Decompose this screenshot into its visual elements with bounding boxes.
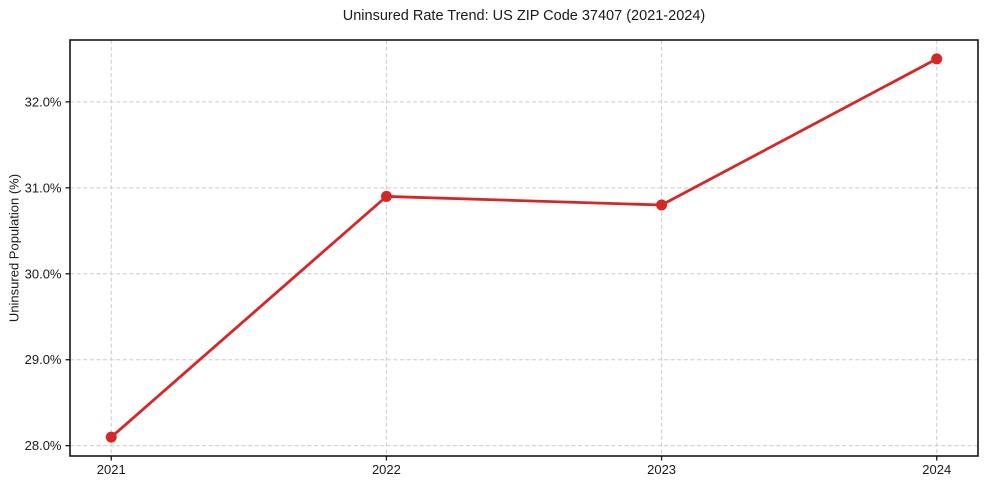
x-tick-label: 2023 (647, 462, 676, 477)
x-tick-label: 2024 (922, 462, 951, 477)
trend-line (109, 57, 939, 439)
y-tick-label: 29.0% (25, 352, 62, 367)
data-point-marker (656, 199, 668, 211)
data-point-marker (380, 190, 392, 202)
y-tick-label: 28.0% (25, 438, 62, 453)
chart-title: Uninsured Rate Trend: US ZIP Code 37407 … (342, 8, 706, 24)
y-tick-label: 31.0% (25, 180, 62, 195)
axes-border (69, 39, 979, 457)
y-tick-label: 30.0% (25, 266, 62, 281)
x-tick-label: 2021 (97, 462, 126, 477)
data-point-marker (931, 53, 943, 65)
y-tick-label: 32.0% (25, 94, 62, 109)
x-tick-label: 2022 (372, 462, 401, 477)
data-point-marker (105, 431, 117, 443)
